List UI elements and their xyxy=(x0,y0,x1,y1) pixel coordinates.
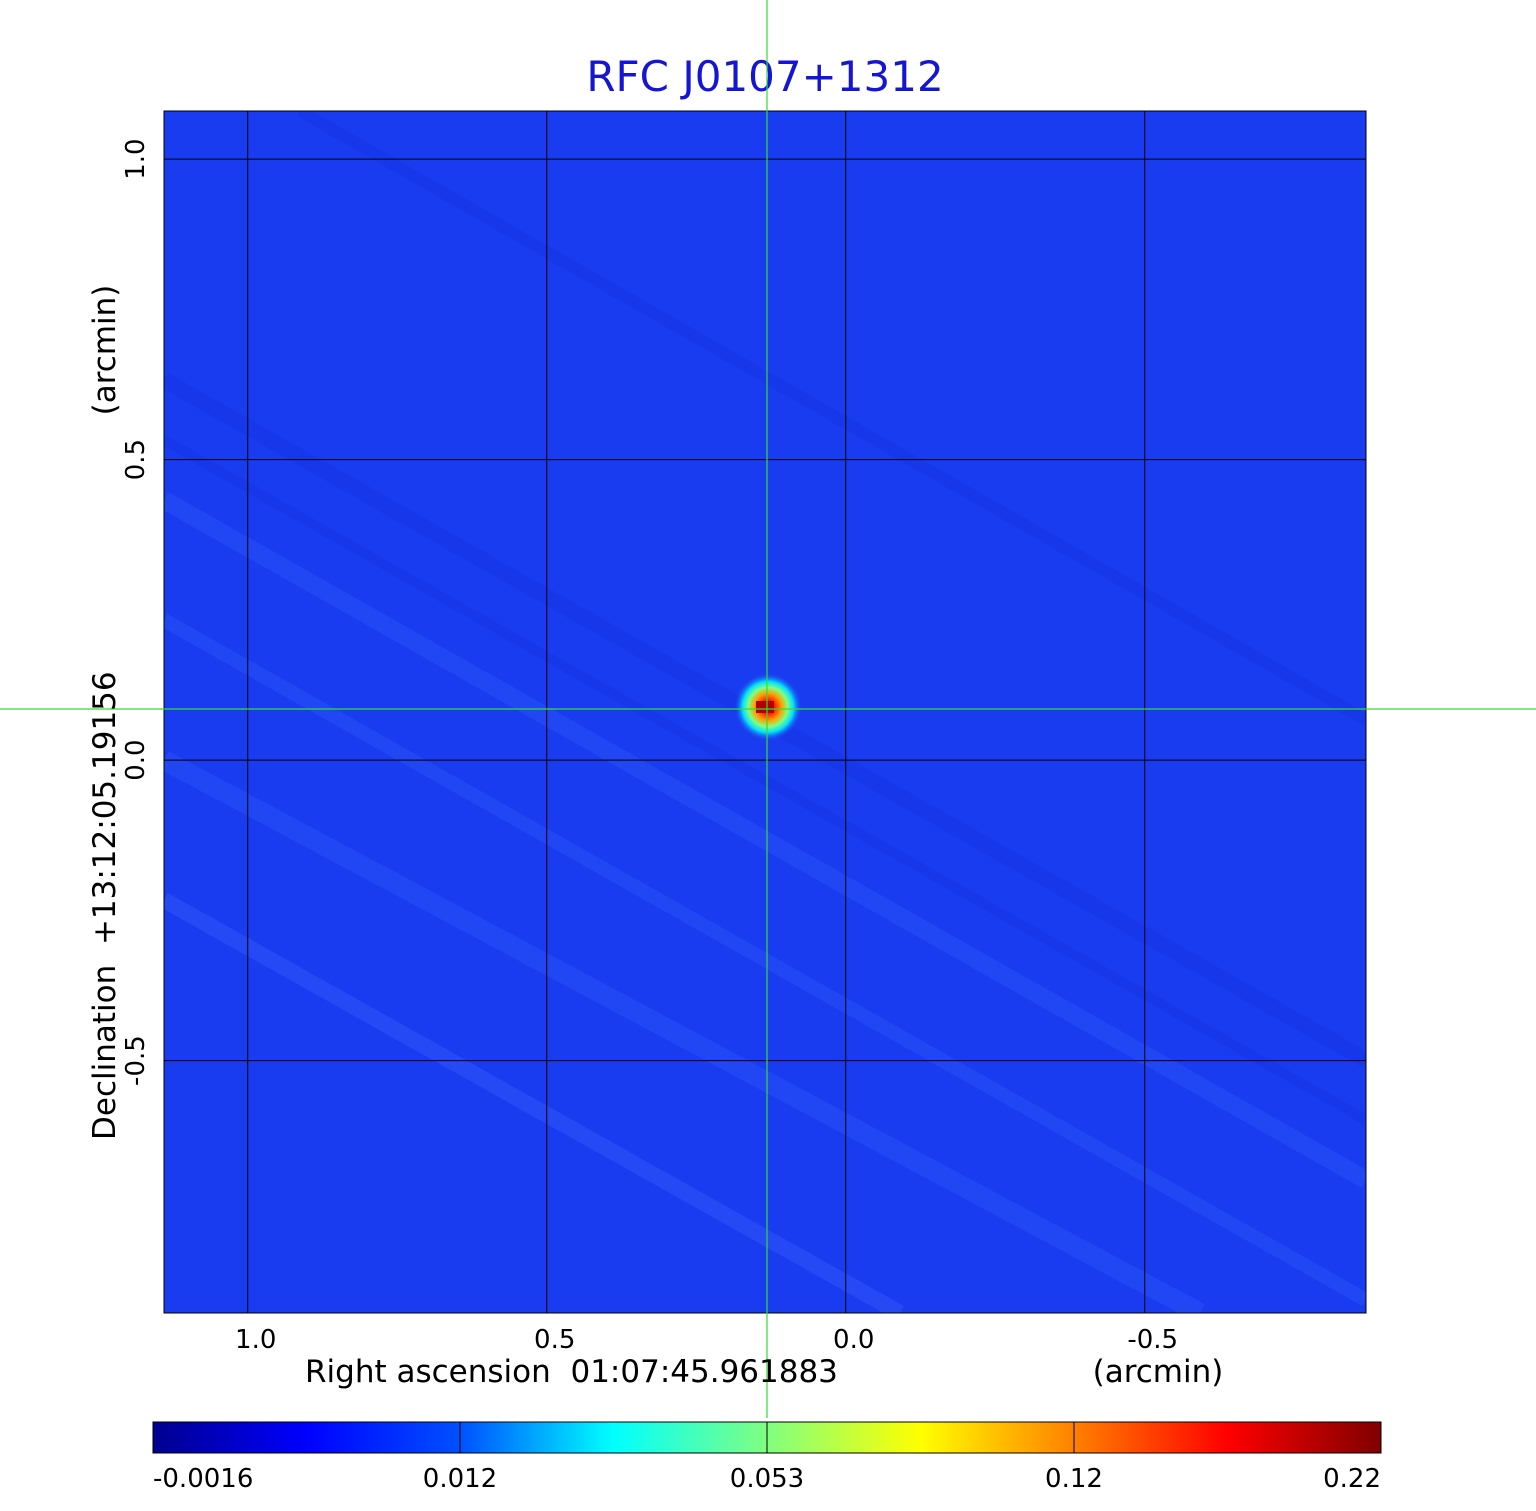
y-tick-label: 0.0 xyxy=(121,739,151,780)
x-tick-label: 0.0 xyxy=(833,1325,874,1355)
image-map xyxy=(164,111,1366,1313)
x-axis-label: Right ascension 01:07:45.961883 xyxy=(305,1354,838,1390)
x-tick-labels: 1.0 0.5 0.0 -0.5 xyxy=(235,1325,1178,1355)
source-peak xyxy=(756,701,774,713)
y-tick-label: 1.0 xyxy=(121,138,151,179)
colorbar-tick-label: 0.053 xyxy=(730,1464,804,1494)
y-tick-labels: 1.0 0.5 0.0 -0.5 xyxy=(121,138,151,1086)
chart-title: RFC J0107+1312 xyxy=(586,52,943,101)
y-axis-unit: (arcmin) xyxy=(87,285,123,416)
grid-lines xyxy=(164,111,1366,1313)
colorbar-tick-label: 0.12 xyxy=(1045,1464,1103,1494)
colorbar-tick-label: 0.012 xyxy=(423,1464,497,1494)
colorbar-tick-label: 0.22 xyxy=(1323,1464,1381,1494)
colorbar-tick-labels: -0.0016 0.012 0.053 0.12 0.22 xyxy=(152,1422,1382,1494)
map-frame xyxy=(163,110,1367,1314)
x-tick-label: 1.0 xyxy=(235,1325,276,1355)
y-tick-label: -0.5 xyxy=(121,1035,151,1086)
x-tick-label: 0.5 xyxy=(534,1325,575,1355)
y-axis-label: Declination +13:12:05.19156 xyxy=(87,671,123,1140)
x-axis-unit: (arcmin) xyxy=(1093,1354,1224,1390)
colorbar-tick-label: -0.0016 xyxy=(153,1464,253,1494)
x-tick-label: -0.5 xyxy=(1127,1325,1178,1355)
y-tick-label: 0.5 xyxy=(121,439,151,480)
